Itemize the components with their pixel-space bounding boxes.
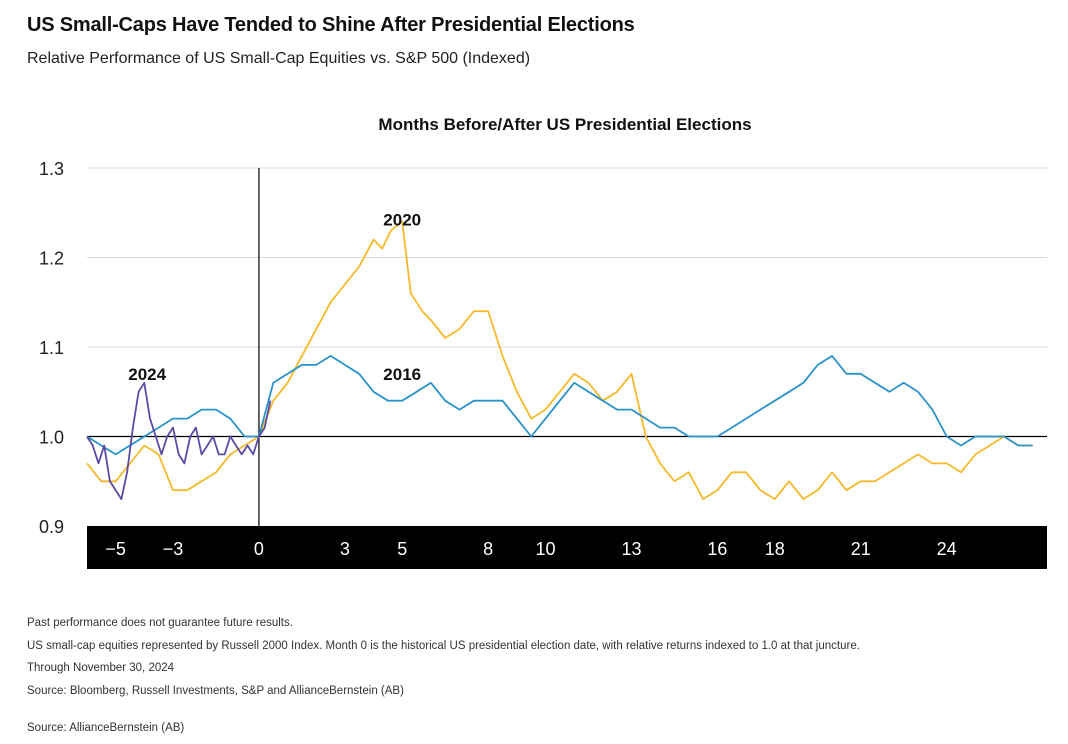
page-title: US Small-Caps Have Tended to Shine After… — [27, 14, 635, 36]
series-line-2024 — [86, 381, 272, 501]
x-tick-label: 21 — [851, 539, 871, 559]
x-tick-label: 8 — [483, 539, 493, 559]
y-tick-label: 0.9 — [39, 517, 64, 537]
x-tick-label: 16 — [707, 539, 727, 559]
x-tick-label: 5 — [397, 539, 407, 559]
relative-performance-chart: Months Before/After US Presidential Elec… — [39, 115, 1047, 569]
y-tick-label: 1.3 — [39, 159, 64, 179]
page-subtitle: Relative Performance of US Small-Cap Equ… — [27, 50, 531, 67]
x-tick-label: 0 — [254, 539, 264, 559]
y-tick-label: 1.2 — [39, 249, 64, 269]
series-line-2020 — [86, 220, 1033, 501]
x-tick-label: 3 — [340, 539, 350, 559]
x-tick-label: 18 — [765, 539, 785, 559]
series-label-2020: 2020 — [383, 210, 421, 229]
x-tick-label: −3 — [163, 539, 184, 559]
footnote-source: Source: Bloomberg, Russell Investments, … — [27, 684, 404, 697]
x-tick-label: 10 — [535, 539, 555, 559]
x-tick-label: −5 — [105, 539, 126, 559]
footnotes: Past performance does not guarantee futu… — [27, 612, 860, 702]
x-tick-label: 24 — [937, 539, 957, 559]
series-label-2024: 2024 — [128, 365, 166, 384]
x-tick-label: 13 — [621, 539, 641, 559]
y-tick-label: 1.0 — [39, 428, 64, 448]
y-tick-label: 1.1 — [39, 338, 64, 358]
footnote-index-definition: US small-cap equities represented by Rus… — [27, 639, 860, 652]
footnote-disclaimer: Past performance does not guarantee futu… — [27, 617, 293, 629]
series-label-2016: 2016 — [383, 365, 421, 384]
series-line-2016 — [86, 354, 1033, 456]
x-axis-band — [87, 526, 1047, 569]
footnote-date: Through November 30, 2024 — [27, 662, 175, 674]
chart-title: Months Before/After US Presidential Elec… — [378, 115, 751, 134]
chart-source: Source: AllianceBernstein (AB) — [27, 722, 185, 734]
